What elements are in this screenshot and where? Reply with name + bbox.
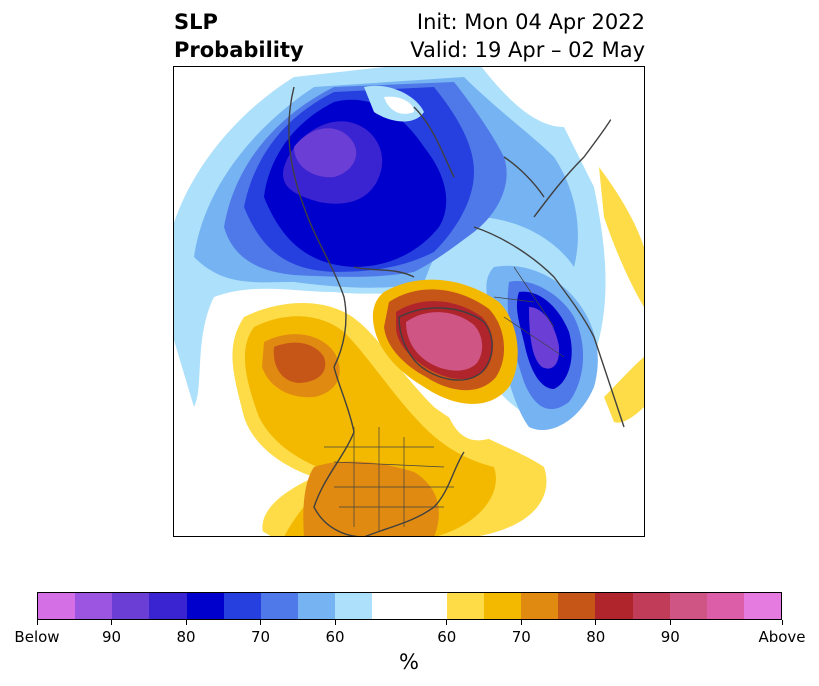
- plot-title-right: Init: Mon 04 Apr 2022 Valid: 19 Apr – 02…: [410, 8, 645, 64]
- colorbar-swatch: [149, 593, 187, 619]
- title-product: Probability: [174, 38, 304, 62]
- title-variable: SLP: [174, 10, 218, 34]
- colorbar-tick-mark: [520, 620, 522, 625]
- colorbar-tick-mark: [111, 620, 112, 625]
- colorbar-tick-label: 60: [325, 628, 345, 646]
- colorbar-swatch: [298, 593, 336, 619]
- borders: [324, 266, 565, 532]
- colorbar-tick-label: Above: [758, 628, 806, 646]
- colorbar-tick-label: 60: [437, 628, 457, 646]
- colorbar-swatch: [372, 593, 410, 619]
- colorbar-tick-mark: [260, 620, 261, 625]
- colorbar-swatch: [75, 593, 113, 619]
- above-normal-75-region: [273, 342, 326, 383]
- colorbar-swatch: [483, 593, 522, 619]
- colorbar-swatch: [223, 593, 261, 619]
- colorbar-tick-label: 90: [660, 628, 680, 646]
- colorbar-swatch: [186, 593, 224, 619]
- colorbar-tick-mark: [36, 620, 38, 625]
- colorbar-tick-label: 90: [101, 628, 122, 646]
- colorbar-tick-mark: [446, 620, 448, 625]
- colorbar-swatch: [632, 593, 670, 619]
- colorbar-tick-mark: [334, 620, 336, 625]
- below-normal-europe-region: [486, 265, 598, 431]
- colorbar-tick-label: 80: [176, 628, 196, 646]
- colorbar-swatch: [669, 593, 707, 619]
- plot-title-left: SLP Probability: [174, 8, 304, 64]
- colorbar-tick-label: 70: [511, 628, 531, 646]
- colorbar-swatch: [521, 593, 559, 619]
- colorbar-swatch: [446, 593, 484, 619]
- colorbar-swatch: [743, 593, 782, 619]
- colorbar-tick-label: Below: [14, 628, 60, 646]
- probability-map: [174, 67, 644, 536]
- colorbar-swatch: [335, 593, 373, 619]
- colorbar-swatch: [112, 593, 150, 619]
- colorbar-swatch: [409, 593, 447, 619]
- colorbar-swatch: [706, 593, 744, 619]
- colorbar-tick-mark: [781, 620, 783, 625]
- title-valid-range: Valid: 19 Apr – 02 May: [410, 38, 645, 62]
- colorbar-swatch: [595, 593, 633, 619]
- colorbar-tick-mark: [669, 620, 671, 625]
- colorbar-tick-label: 70: [250, 628, 271, 646]
- colorbar-swatch: [38, 593, 76, 619]
- colorbar-swatch: [558, 593, 596, 619]
- map-panel: [173, 66, 645, 537]
- colorbar-tick-label: 80: [586, 628, 606, 646]
- below-normal-90-region: [294, 128, 357, 178]
- colorbar-tick-mark: [595, 620, 597, 625]
- colorbar-units-label: %: [399, 650, 419, 674]
- map-disc: [174, 67, 644, 536]
- colorbar-tick-mark: [185, 620, 187, 625]
- title-init-date: Init: Mon 04 Apr 2022: [416, 10, 645, 34]
- colorbar-swatch: [260, 593, 299, 619]
- colorbar: [37, 592, 782, 620]
